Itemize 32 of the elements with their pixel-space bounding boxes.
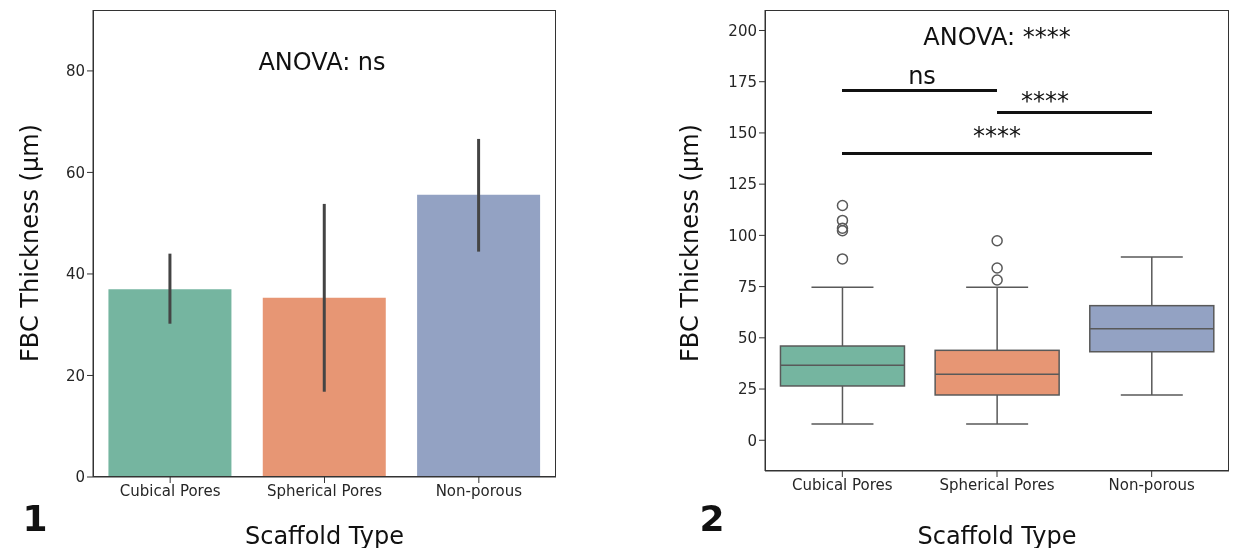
y-tick-label: 25 <box>737 380 757 399</box>
y-tick-label: 125 <box>728 175 757 194</box>
y-axis-title: FBC Thickness (µm) <box>16 124 44 362</box>
x-tick-label: Spherical Pores <box>939 475 1055 494</box>
y-tick-label: 150 <box>728 124 757 143</box>
annotation: ANOVA: **** <box>923 23 1071 51</box>
bar <box>262 297 386 477</box>
y-tick-label: 60 <box>65 163 85 182</box>
x-tick-label: Non-porous <box>435 481 523 500</box>
y-tick-label: 80 <box>65 62 85 81</box>
y-tick-label: 100 <box>728 226 757 245</box>
y-tick-label: 0 <box>75 468 85 487</box>
text: 2 <box>699 497 725 539</box>
x-tick-label: Non-porous <box>1108 475 1196 494</box>
text: 1 <box>22 497 48 539</box>
annotation: ANOVA: ns <box>258 48 386 76</box>
bar <box>417 194 541 477</box>
y-tick-label: 40 <box>65 265 85 284</box>
y-tick-label: 175 <box>728 73 757 92</box>
annotation: ns <box>908 62 936 90</box>
y-tick-label: 75 <box>737 277 757 296</box>
y-axis-title: FBC Thickness (µm) <box>676 124 704 362</box>
x-tick-label: Cubical Pores <box>792 475 893 494</box>
y-tick-label: 0 <box>747 431 757 450</box>
y-tick-label: 50 <box>737 329 757 348</box>
y-tick-label: 20 <box>65 366 85 385</box>
x-tick-label: Cubical Pores <box>119 481 221 500</box>
y-tick-label: 200 <box>728 21 757 40</box>
x-tick-label: Spherical Pores <box>266 481 383 500</box>
annotation: **** <box>1021 87 1069 115</box>
bar <box>108 289 232 477</box>
annotation: **** <box>973 122 1021 150</box>
